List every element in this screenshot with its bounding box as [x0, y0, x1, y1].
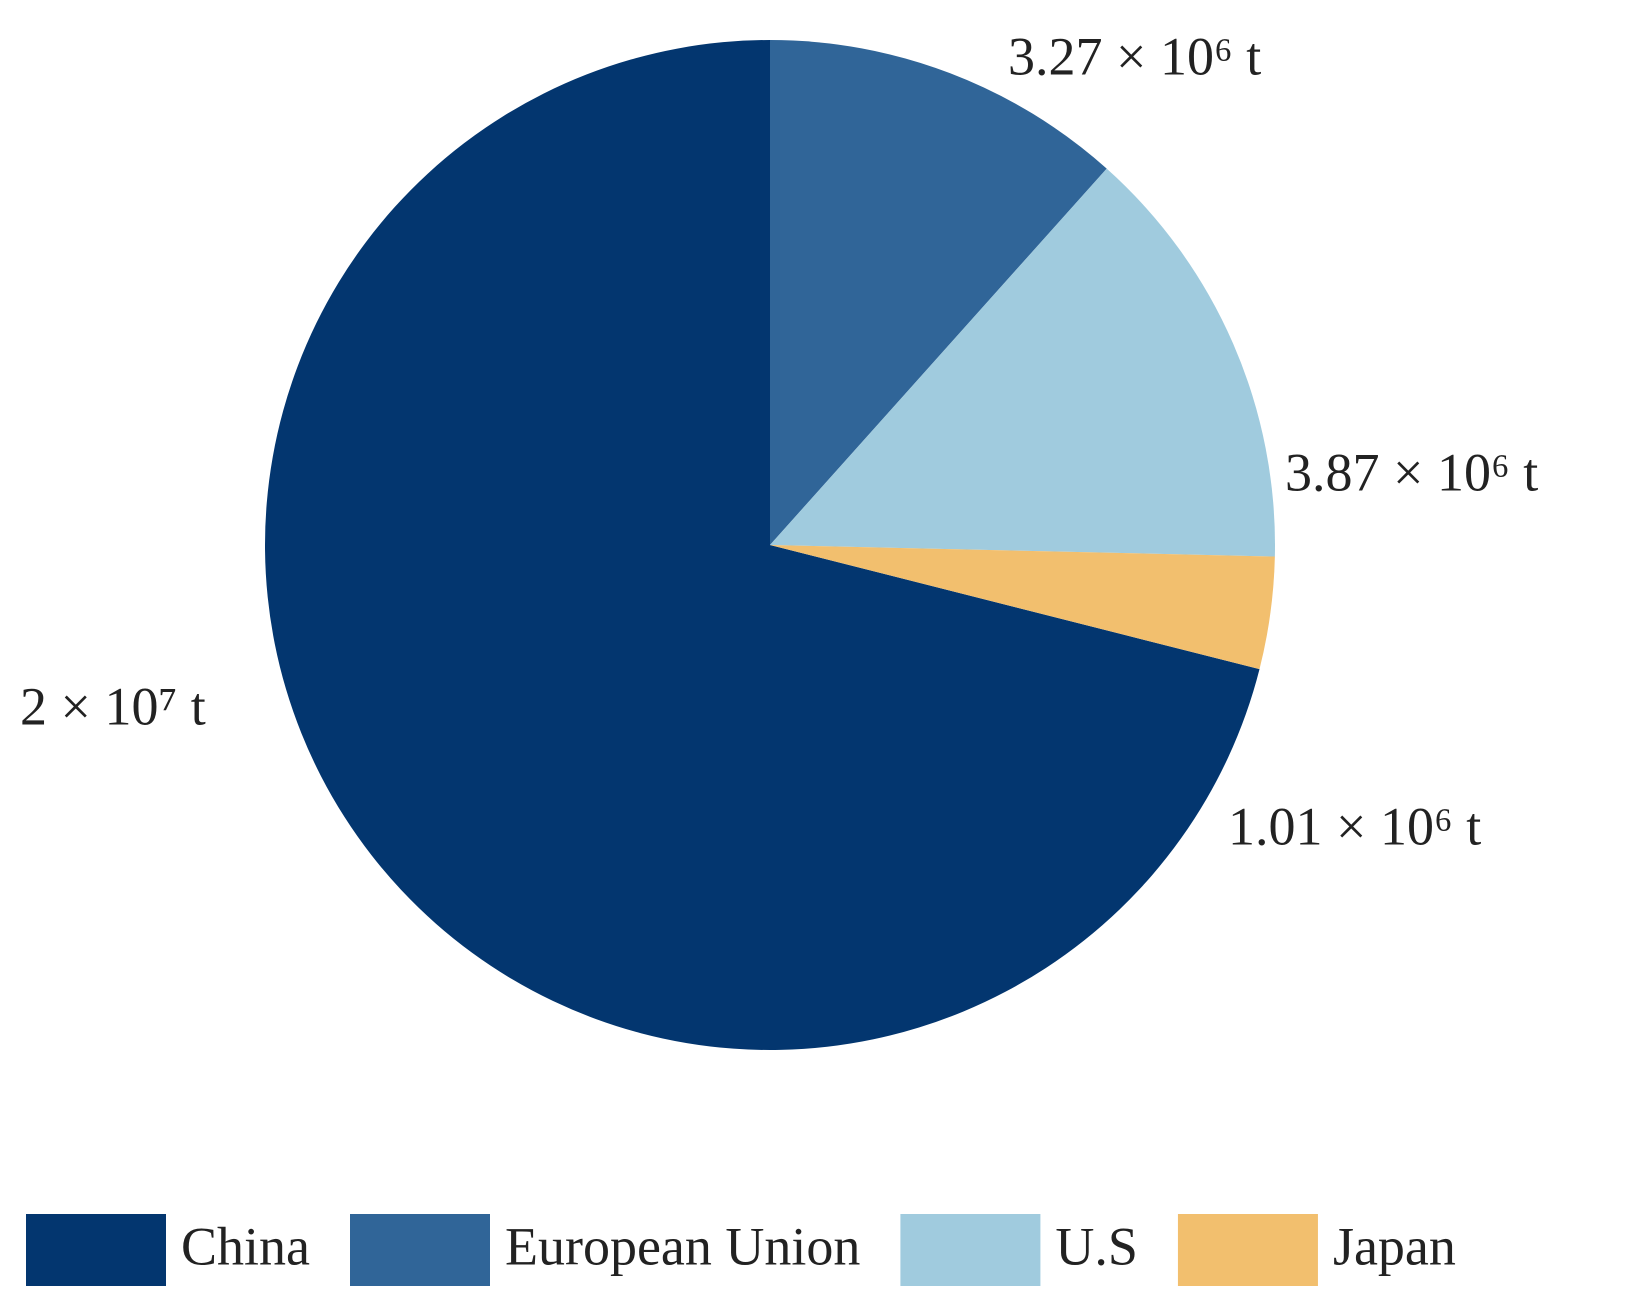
value-label: 2 × 10⁷ t	[20, 676, 206, 736]
pie-slice	[770, 545, 1275, 670]
pie-slice	[265, 40, 1260, 1050]
pie-slice	[770, 168, 1275, 557]
value-label: 1.01 × 10⁶ t	[1228, 796, 1481, 856]
value-label: 3.27 × 10⁶ t	[1008, 26, 1261, 86]
legend-label: European Union	[505, 1216, 860, 1276]
legend-label: Japan	[1333, 1216, 1456, 1276]
legend-swatch	[900, 1214, 1041, 1286]
legend-swatch	[350, 1214, 490, 1286]
pie-slice	[770, 40, 1107, 545]
value-label: 3.87 × 10⁶ t	[1285, 442, 1538, 502]
legend-swatch	[1177, 1214, 1318, 1286]
legend-label: China	[181, 1216, 310, 1276]
legend-swatch	[26, 1214, 166, 1286]
legend-label: U.S	[1055, 1216, 1138, 1276]
